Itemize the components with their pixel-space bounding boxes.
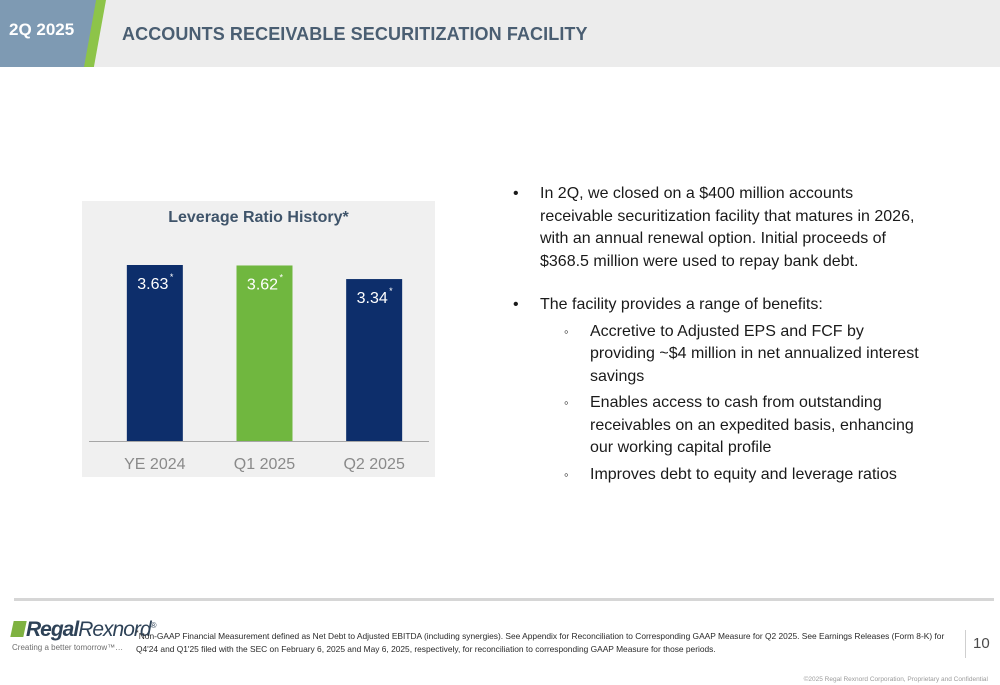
page-number-box: 10 — [965, 630, 993, 658]
bar-value-marker: * — [280, 272, 284, 282]
footer-divider — [14, 598, 994, 601]
slide-title: ACCOUNTS RECEIVABLE SECURITIZATION FACIL… — [122, 24, 588, 44]
sub-bullet-item: ◦ Improves debt to equity and leverage ra… — [540, 464, 929, 487]
bar-value-label: 3.63 — [137, 276, 168, 293]
bar-value-label: 3.34 — [357, 290, 388, 307]
logo-tagline: Creating a better tomorrow™… — [12, 643, 124, 652]
footnote: *Non-GAAP Financial Measurement defined … — [136, 627, 956, 656]
bar-ye-2024 — [126, 265, 183, 441]
sub-bullet-item: ◦ Enables access to cash from outstanding… — [540, 392, 929, 460]
bullet-item: • In 2Q, we closed on a $400 million acco… — [509, 183, 929, 273]
bullet-text: The facility provides a range of benefit… — [540, 296, 823, 313]
sub-bullet-list: ◦ Accretive to Adjusted EPS and FCF by pr… — [540, 321, 929, 487]
x-tick-label: Q2 2025 — [343, 456, 404, 473]
sub-bullet-mark: ◦ — [564, 323, 569, 339]
leverage-ratio-chart: Leverage Ratio History* 3.63 * YE 2024 3.62… — [82, 201, 435, 477]
quarter-tab — [0, 0, 100, 67]
bullet-mark: • — [513, 296, 519, 313]
logo-wordmark: RegalRexnord® — [26, 618, 156, 641]
bullet-text: In 2Q, we closed on a $400 million accou… — [540, 185, 915, 270]
bar-q1-2025 — [236, 265, 293, 441]
page-number: 10 — [973, 635, 990, 652]
footnote-marker: * — [136, 630, 139, 637]
bar-value-marker: * — [170, 272, 174, 282]
bar-value-marker: * — [389, 286, 393, 296]
sub-bullet-item: ◦ Accretive to Adjusted EPS and FCF by pr… — [540, 321, 929, 389]
bullet-mark: • — [513, 185, 519, 202]
sub-bullet-text: Enables access to cash from outstanding … — [590, 394, 914, 456]
bullet-item: • The facility provides a range of benefi… — [509, 294, 929, 486]
x-tick-label: Q1 2025 — [234, 456, 295, 473]
x-tick-label: YE 2024 — [124, 456, 185, 473]
footnote-text: Non-GAAP Financial Measurement defined a… — [136, 630, 945, 654]
header-bar — [0, 0, 1000, 67]
bullet-list: • In 2Q, we closed on a $400 million acco… — [509, 183, 929, 486]
logo-mark-icon — [10, 621, 27, 637]
bar-q2-2025 — [346, 279, 403, 441]
company-logo: RegalRexnord® Creating a better tomorrow… — [10, 618, 156, 658]
chart-title: Leverage Ratio History* — [168, 209, 349, 226]
sub-bullet-mark: ◦ — [564, 395, 569, 410]
quarter-label: 2Q 2025 — [9, 20, 75, 39]
bar-value-label: 3.62 — [247, 276, 278, 293]
sub-bullet-text: Accretive to Adjusted EPS and FCF by pro… — [590, 322, 919, 385]
copyright-notice: ©2025 Regal Rexnord Corporation, Proprie… — [803, 676, 988, 683]
sub-bullet-mark: ◦ — [564, 466, 569, 482]
sub-bullet-text: Improves debt to equity and leverage rat… — [590, 465, 897, 483]
